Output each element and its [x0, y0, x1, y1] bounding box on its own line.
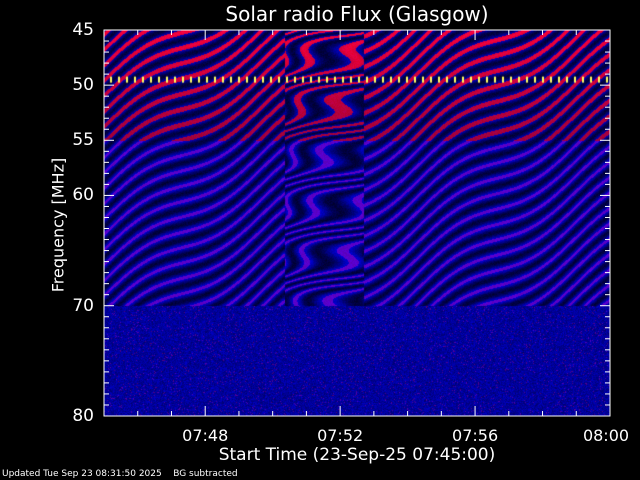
x-tick-label: 07:52 — [317, 426, 363, 445]
plot-axes — [0, 0, 640, 480]
y-tick-label: 55 — [72, 130, 94, 150]
footer-status: Updated Tue Sep 23 08:31:50 2025 BG subt… — [2, 469, 238, 479]
plot-frame — [104, 30, 610, 416]
x-tick-label: 08:00 — [583, 426, 629, 445]
bg-subtracted-note: BG subtracted — [173, 469, 237, 479]
y-tick-label: 45 — [72, 20, 94, 40]
y-tick-label: 50 — [72, 75, 94, 95]
x-tick-label: 07:56 — [452, 426, 498, 445]
y-axis-label: Frequency [MHz] — [49, 158, 68, 292]
x-tick-label: 07:48 — [182, 426, 228, 445]
y-tick-label: 80 — [72, 406, 94, 426]
x-axis-label: Start Time (23-Sep-25 07:45:00) — [0, 445, 640, 465]
y-tick-label: 60 — [72, 185, 94, 205]
y-tick-label: 70 — [72, 296, 94, 316]
updated-timestamp: Updated Tue Sep 23 08:31:50 2025 — [2, 469, 162, 479]
